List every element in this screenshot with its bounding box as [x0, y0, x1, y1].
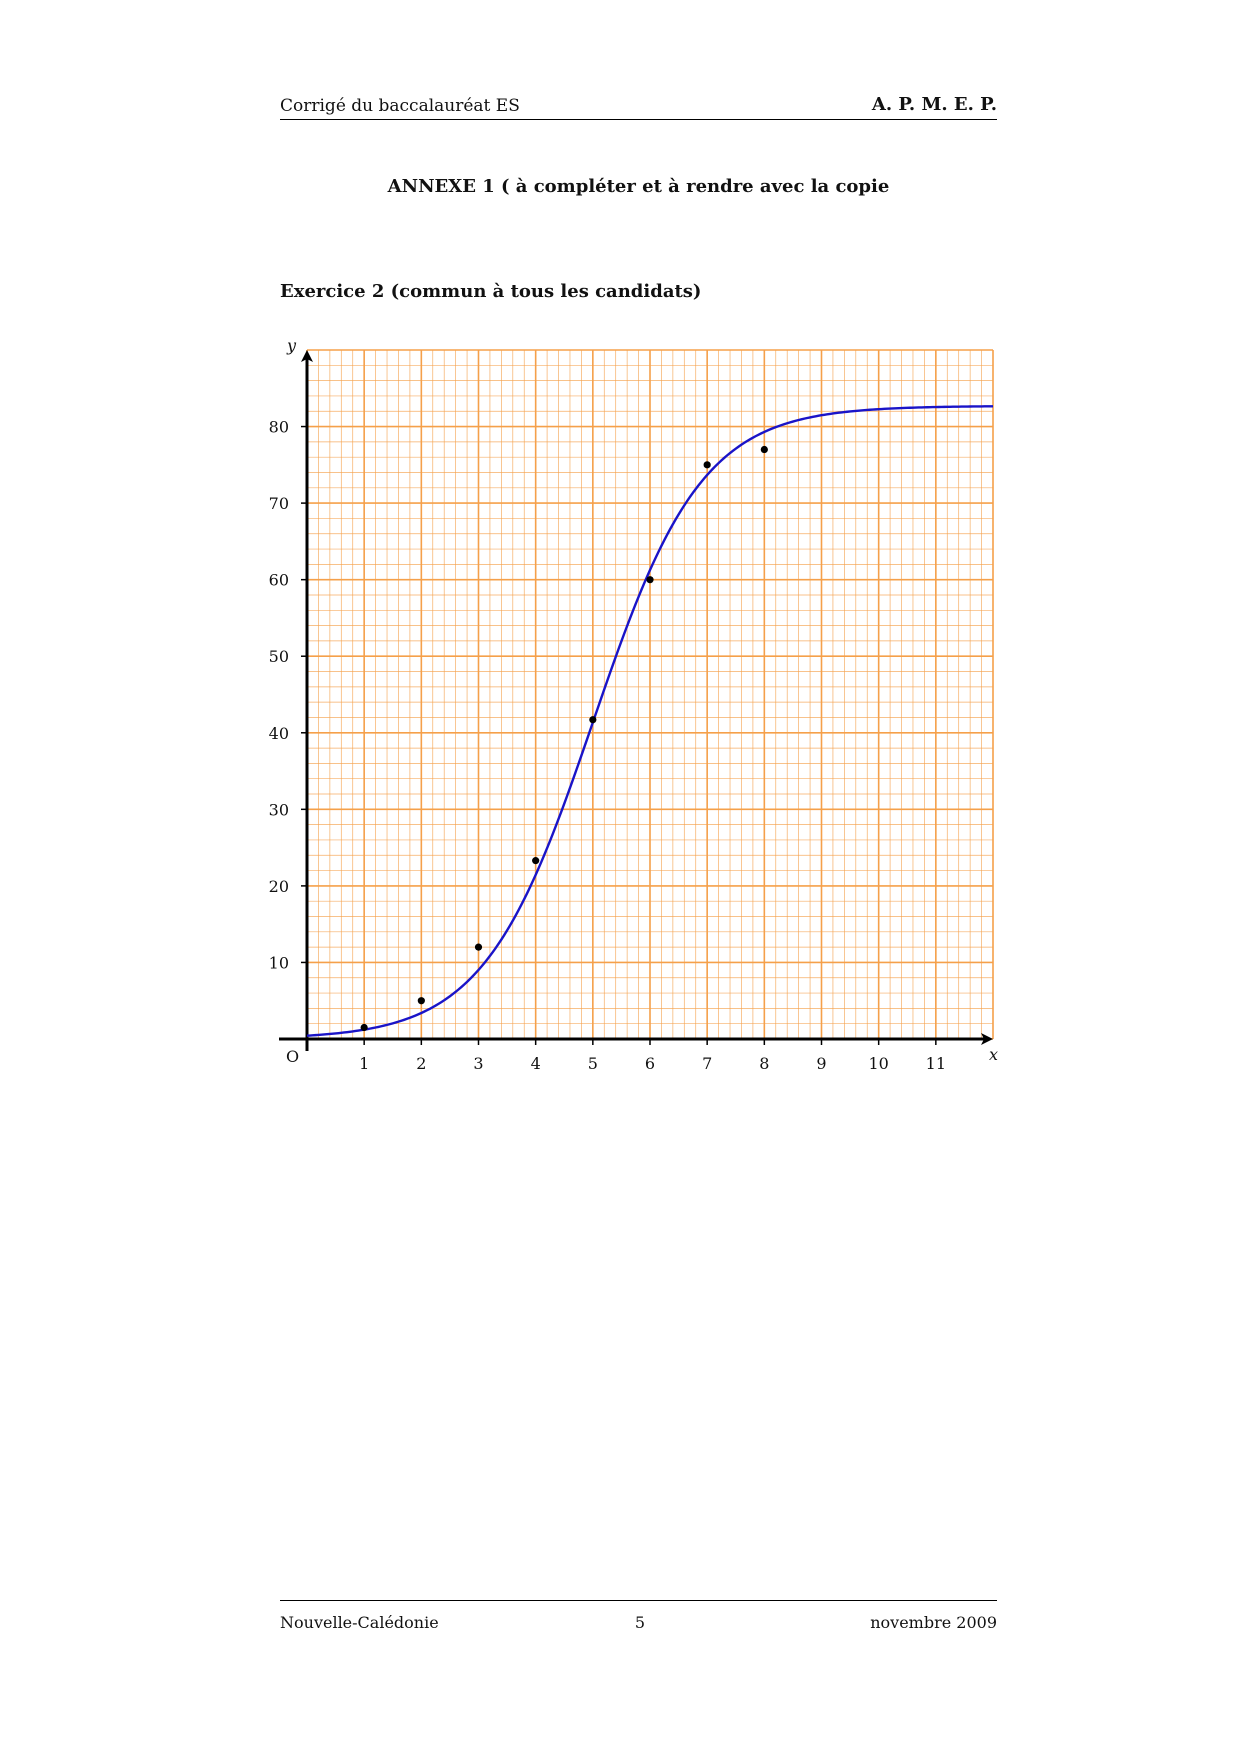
- data-point: [532, 857, 540, 865]
- y-tick-label: 50: [269, 647, 289, 666]
- footer-rule: [280, 1600, 997, 1601]
- data-point: [760, 445, 768, 454]
- data-point: [646, 576, 654, 584]
- y-tick-label: 80: [269, 418, 289, 437]
- ticks: 1 2 3 4 5 6 7 8 9 10 11 10 20 30 40 50 60 70 80: [269, 418, 946, 1073]
- origin-label: O: [286, 1047, 299, 1066]
- x-tick-label: 11: [926, 1054, 946, 1073]
- x-tick-label: 9: [816, 1054, 826, 1073]
- data-point: [474, 943, 483, 951]
- header-rule: [280, 119, 997, 120]
- x-tick-label: 8: [759, 1054, 769, 1073]
- curve-layer: [306, 405, 994, 1037]
- axes: [279, 350, 993, 1051]
- header-left: Corrigé du baccalauréat ES: [280, 96, 520, 116]
- footer-left: Nouvelle-Calédonie: [280, 1613, 439, 1632]
- points-layer: [360, 445, 768, 1032]
- data-point: [360, 1023, 368, 1032]
- x-tick-label: 10: [868, 1054, 888, 1073]
- y-tick-label: 40: [269, 724, 289, 743]
- x-tick-label: 2: [416, 1054, 426, 1073]
- x-tick-label: 5: [588, 1054, 598, 1073]
- y-tick-label: 60: [269, 571, 289, 590]
- data-point: [589, 716, 597, 724]
- annex-title: ANNEXE 1 ( à compléter et à rendre avec …: [387, 176, 890, 197]
- graph: 1 2 3 4 5 6 7 8 9 10 11 10 20 30 40 50 60 70 80 y x O: [269, 336, 998, 1073]
- exercise-title: Exercice 2 (commun à tous les candidats): [280, 281, 702, 302]
- y-tick-label: 20: [269, 877, 289, 896]
- x-tick-label: 3: [473, 1054, 483, 1073]
- data-point: [703, 461, 711, 469]
- y-axis-label: y: [286, 336, 297, 355]
- data-point: [417, 997, 425, 1005]
- x-axis-arrow: [981, 1033, 993, 1045]
- y-tick-label: 70: [269, 494, 289, 513]
- page-number: 5: [634, 1613, 646, 1632]
- x-tick-label: 6: [645, 1054, 655, 1073]
- header-right: A. P. M. E. P.: [871, 94, 997, 115]
- x-tick-label: 4: [531, 1054, 541, 1073]
- y-tick-label: 30: [269, 800, 289, 819]
- footer-right: novembre 2009: [870, 1613, 997, 1632]
- x-tick-label: 7: [702, 1054, 712, 1073]
- y-axis-arrow: [301, 350, 313, 362]
- logistic-curve: [306, 405, 994, 1037]
- x-axis-label: x: [989, 1045, 998, 1064]
- y-tick-label: 10: [269, 953, 289, 972]
- x-tick-label: 1: [359, 1054, 369, 1073]
